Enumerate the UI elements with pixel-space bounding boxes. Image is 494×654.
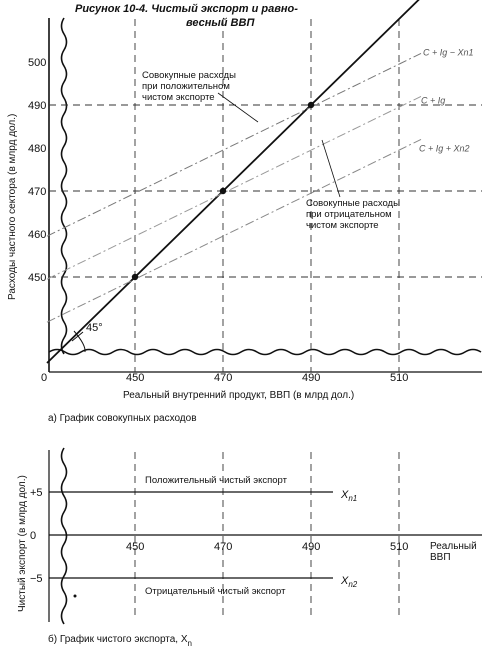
stray-dot	[73, 594, 77, 598]
top-xtick-470: 470	[214, 372, 232, 384]
series-label-2: C + Ig + Xn2	[419, 143, 470, 153]
bottom-xtick-470: 470	[214, 541, 232, 553]
net-export-label-1: Xn2	[340, 575, 358, 589]
annotation-negative-line2: при отрицательном	[306, 209, 392, 220]
top-ytick-450: 450	[28, 272, 46, 284]
net-export-name-0: Положительный чистый экспорт	[145, 475, 288, 486]
bottom-x-axis-label-line2: ВВП	[430, 552, 451, 563]
caption-b: б) График чистого экспорта, Xn	[48, 633, 192, 648]
annotation-positive-line2: при положительном	[142, 81, 230, 92]
annotation-positive-line3: чистом экспорте	[142, 92, 215, 103]
angle-arrow	[71, 331, 84, 342]
net-export-name-1: Отрицательный чистый экспорт	[145, 586, 286, 597]
series-line-0	[46, 52, 422, 237]
top-axis-break-horizontal	[48, 348, 482, 356]
caption-a: а) График совокупных расходов	[48, 412, 197, 424]
bottom-ytick-1: 0	[30, 530, 36, 542]
equilibrium-point-450	[131, 273, 139, 281]
bottom-guide-lines	[49, 452, 482, 620]
bottom-xtick-510: 510	[390, 541, 408, 553]
top-y-axis-label: Расходы частного сектора (в млрд дол.)	[7, 114, 18, 300]
angle-arc	[73, 330, 86, 353]
series-line-2	[46, 138, 422, 323]
figure-title-line1: Рисунок 10-4. Чистый экспорт и равно-	[75, 3, 298, 15]
equilibrium-point-470	[219, 187, 227, 195]
origin-label: 0	[41, 372, 47, 384]
top-ytick-460: 460	[28, 229, 46, 241]
bottom-ytick-2: −5	[30, 573, 43, 585]
angle-label: 45°	[86, 322, 103, 334]
annotation-negative-line1: Совокупные расходы	[306, 198, 400, 209]
annotation-negative-leader	[321, 139, 341, 198]
bottom-series-group: Положительный чистый экспорт Xn1 Отрицател…	[49, 475, 358, 597]
reference-45-line	[46, 0, 420, 364]
figure-title-line2: весный ВВП	[186, 17, 255, 29]
series-label-0: C + Ig − Xn1	[423, 47, 474, 57]
caption-b-subscript: n	[188, 639, 192, 648]
series-label-1: C + Ig	[421, 95, 445, 105]
annotation-positive-line1: Совокупные расходы	[142, 70, 236, 81]
aggregate-expenditure-chart: C + Ig − Xn1 C + Ig C + Ig + Xn2 450 460 470…	[7, 0, 482, 401]
bottom-xtick-490: 490	[302, 541, 320, 553]
top-ytick-470: 470	[28, 186, 46, 198]
top-xtick-450: 450	[126, 372, 144, 384]
top-ytick-480: 480	[28, 143, 46, 155]
equilibrium-point-490	[307, 101, 315, 109]
top-series-group: C + Ig − Xn1 C + Ig C + Ig + Xn2	[46, 0, 474, 364]
bottom-y-axis-label: Чистый экспорт (в млрд дол.)	[17, 475, 28, 612]
annotation-positive-leader	[217, 92, 259, 123]
net-export-label-0: Xn1	[340, 489, 357, 503]
top-xtick-490: 490	[302, 372, 320, 384]
top-ytick-500: 500	[28, 57, 46, 69]
bottom-xtick-450: 450	[126, 541, 144, 553]
top-x-axis-label: Реальный внутренний продукт, ВВП (в млрд…	[123, 390, 354, 401]
top-ytick-490: 490	[28, 100, 46, 112]
top-guide-lines	[49, 19, 482, 372]
top-axis-break-vertical	[60, 17, 68, 355]
caption-b-text: б) График чистого экспорта, X	[48, 633, 188, 645]
bottom-axis-break-vertical	[60, 447, 68, 625]
series-line-1	[46, 95, 422, 280]
net-exports-chart: Положительный чистый экспорт Xn1 Отрицател…	[17, 447, 482, 625]
bottom-x-axis-label-line1: Реальный	[430, 541, 477, 552]
bottom-tick-labels: +5 0 −5 450 470 490 510	[30, 487, 408, 585]
bottom-ytick-0: +5	[30, 487, 43, 499]
top-tick-labels: 450 460 470 480 490 500 450 470 490 510	[28, 57, 408, 384]
annotation-negative-line3: чистом экспорте	[306, 220, 379, 231]
top-xtick-510: 510	[390, 372, 408, 384]
